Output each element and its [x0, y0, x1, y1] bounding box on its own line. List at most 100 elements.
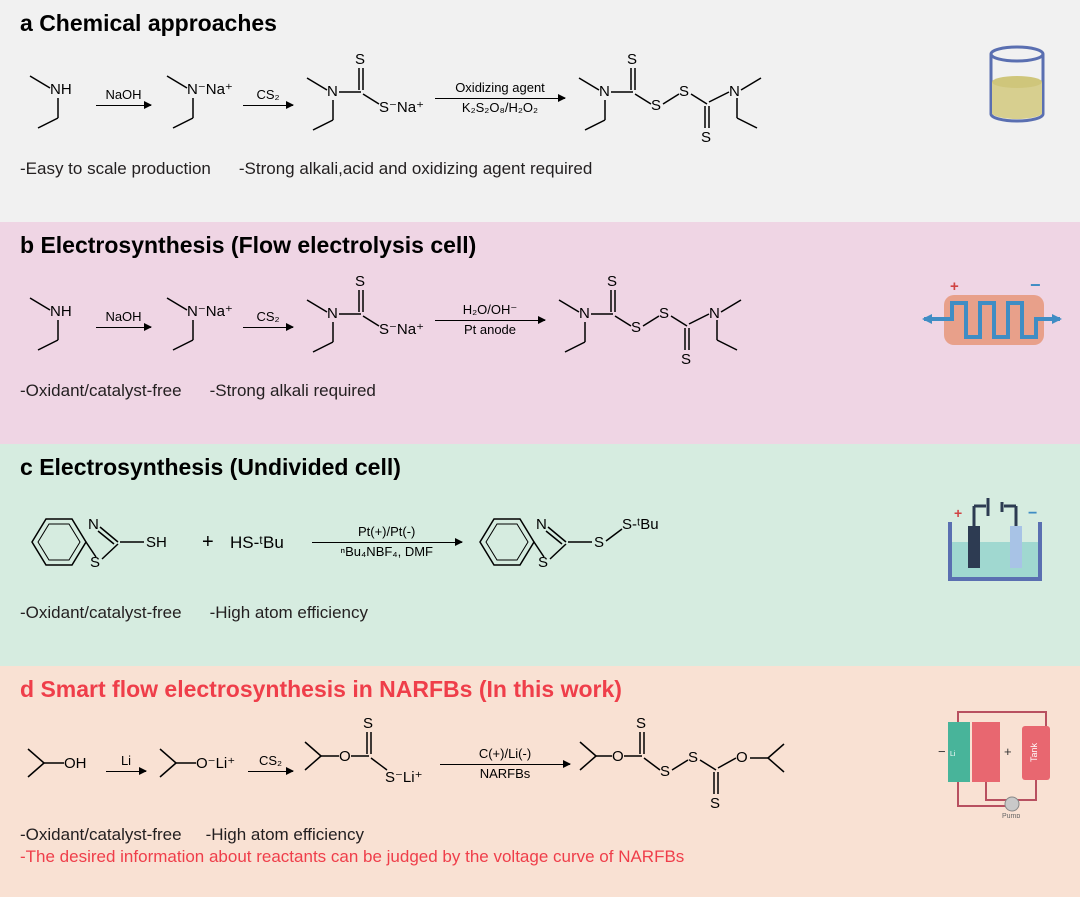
svg-text:S: S	[659, 305, 669, 322]
svg-text:SH: SH	[146, 534, 167, 551]
panel-d-extra-note-row: -The desired information about reactants…	[20, 847, 1060, 867]
arrow-d3: C(+)/Li(-) NARFBs	[440, 747, 570, 781]
mol-thiuram: N S S S S N	[551, 270, 771, 370]
note-c1: -Oxidant/catalyst-free	[20, 603, 182, 623]
panel-letter: a	[20, 10, 33, 36]
note-b2: -Strong alkali required	[210, 381, 376, 401]
panel-a-scheme: NH NaOH N⁻Na⁺ CS₂ N S	[20, 43, 1060, 153]
panel-letter: c	[20, 454, 33, 480]
svg-text:N: N	[579, 305, 590, 322]
beaker-icon	[982, 42, 1052, 137]
panel-b: b Electrosynthesis (Flow electrolysis ce…	[0, 222, 1080, 444]
plus-sign: +	[202, 531, 214, 554]
svg-text:S: S	[627, 51, 637, 68]
arrow-b1: NaOH	[96, 310, 151, 329]
svg-text:O⁻Li⁺: O⁻Li⁺	[196, 755, 235, 772]
mol-bt-sh: N S SH	[20, 497, 190, 587]
mol-thiuram: N S S S S N	[571, 48, 791, 148]
svg-text:S: S	[681, 351, 691, 368]
svg-text:−: −	[1028, 505, 1037, 522]
arrow-b2: CS₂	[243, 310, 293, 329]
panel-d: d Smart flow electrosynthesis in NARFBs …	[0, 666, 1080, 897]
mol-amide-na: N⁻Na⁺	[157, 280, 237, 360]
panel-a-notes: -Easy to scale production -Strong alkali…	[20, 159, 1060, 179]
svg-text:S: S	[631, 319, 641, 336]
panel-c-title: c Electrosynthesis (Undivided cell)	[20, 454, 1060, 481]
svg-text:S: S	[538, 554, 548, 571]
arrow-a2: CS₂	[243, 88, 293, 107]
arrow-d2: CS₂	[248, 754, 293, 773]
svg-text:S: S	[651, 97, 661, 114]
svg-text:S: S	[594, 534, 604, 551]
svg-text:S: S	[701, 129, 711, 146]
panel-letter: d	[20, 676, 34, 702]
svg-text:Li: Li	[950, 751, 956, 758]
svg-text:S: S	[355, 51, 365, 68]
svg-text:N⁻Na⁺: N⁻Na⁺	[187, 81, 233, 98]
panel-c-scheme: N S SH + HS-ᵗBu Pt(+)/Pt(-) ⁿBu₄NBF₄, DM…	[20, 487, 1060, 597]
panel-title-text: Smart flow electrosynthesis in NARFBs (I…	[40, 676, 622, 702]
svg-text:S: S	[363, 715, 373, 732]
note-a2: -Strong alkali,acid and oxidizing agent …	[239, 159, 592, 179]
svg-text:N: N	[327, 305, 338, 322]
panel-b-notes: -Oxidant/catalyst-free -Strong alkali re…	[20, 381, 1060, 401]
mol-amine: NH	[20, 280, 90, 360]
arrow-a1-top: NaOH	[105, 88, 141, 102]
svg-text:N: N	[599, 83, 610, 100]
note-a1: -Easy to scale production	[20, 159, 211, 179]
svg-text:OH: OH	[64, 755, 87, 772]
panel-letter: b	[20, 232, 34, 258]
arrow-b3: H₂O/OH⁻ Pt anode	[435, 303, 545, 337]
flowcell-icon: + −	[922, 277, 1062, 362]
mol-amide-na: N⁻Na⁺	[157, 58, 237, 138]
svg-text:+: +	[1004, 744, 1012, 759]
svg-text:S⁻Li⁺: S⁻Li⁺	[385, 769, 423, 786]
panel-title-text: Chemical approaches	[39, 10, 277, 36]
svg-text:−: −	[1030, 277, 1041, 295]
arrow-a3: Oxidizing agent K₂S₂O₈/H₂O₂	[435, 81, 565, 115]
svg-text:S⁻Na⁺: S⁻Na⁺	[379, 99, 424, 116]
svg-text:HS-ᵗBu: HS-ᵗBu	[230, 533, 284, 552]
mol-dtc-na: N S S⁻Na⁺	[299, 48, 429, 148]
panel-b-scheme: NH NaOH N⁻Na⁺ CS₂ N S S⁻Na	[20, 265, 1060, 375]
panel-title-text: Electrosynthesis (Flow electrolysis cell…	[40, 232, 476, 258]
note-d2: -High atom efficiency	[206, 825, 364, 845]
svg-text:S-ᵗBu: S-ᵗBu	[622, 516, 659, 533]
svg-text:NH: NH	[50, 303, 72, 320]
mol-hstbu: HS-ᵗBu	[226, 522, 306, 562]
mol-amine: NH	[20, 58, 90, 138]
arrow-a3-top: Oxidizing agent	[455, 81, 545, 95]
panel-title-text: Electrosynthesis (Undivided cell)	[39, 454, 401, 480]
svg-text:Tank: Tank	[1029, 742, 1039, 762]
narfb-icon: Tank Pump − + Li	[936, 708, 1066, 823]
svg-text:S: S	[688, 749, 698, 766]
svg-text:S: S	[710, 795, 720, 812]
svg-text:N: N	[88, 516, 99, 533]
svg-text:S: S	[679, 83, 689, 100]
svg-text:S: S	[660, 763, 670, 780]
arrow-a2-top: CS₂	[256, 88, 279, 102]
svg-text:O: O	[736, 749, 748, 766]
mol-bt-sstbu: N S S S-ᵗBu	[468, 497, 688, 587]
mol-xanthate-ss: O S S S S O	[576, 714, 826, 814]
svg-text:S: S	[355, 273, 365, 290]
svg-text:+: +	[954, 505, 962, 521]
svg-text:O: O	[339, 748, 351, 765]
note-d1: -Oxidant/catalyst-free	[20, 825, 182, 845]
svg-text:N: N	[709, 305, 720, 322]
note-d-extra: -The desired information about reactants…	[20, 847, 684, 867]
ucell-icon: + −	[936, 494, 1056, 594]
svg-text:−: −	[938, 744, 946, 759]
svg-text:S: S	[607, 273, 617, 290]
svg-text:S: S	[90, 554, 100, 571]
svg-text:N⁻Na⁺: N⁻Na⁺	[187, 303, 233, 320]
note-c2: -High atom efficiency	[210, 603, 368, 623]
panel-b-title: b Electrosynthesis (Flow electrolysis ce…	[20, 232, 1060, 259]
panel-d-title: d Smart flow electrosynthesis in NARFBs …	[20, 676, 1060, 703]
panel-d-scheme: OH Li O⁻Li⁺ CS₂ O S S⁻Li⁺	[20, 709, 1060, 819]
svg-text:N: N	[536, 516, 547, 533]
svg-text:+: +	[950, 278, 959, 295]
svg-text:NH: NH	[50, 81, 72, 98]
panel-c-notes: -Oxidant/catalyst-free -High atom effici…	[20, 603, 1060, 623]
note-b1: -Oxidant/catalyst-free	[20, 381, 182, 401]
